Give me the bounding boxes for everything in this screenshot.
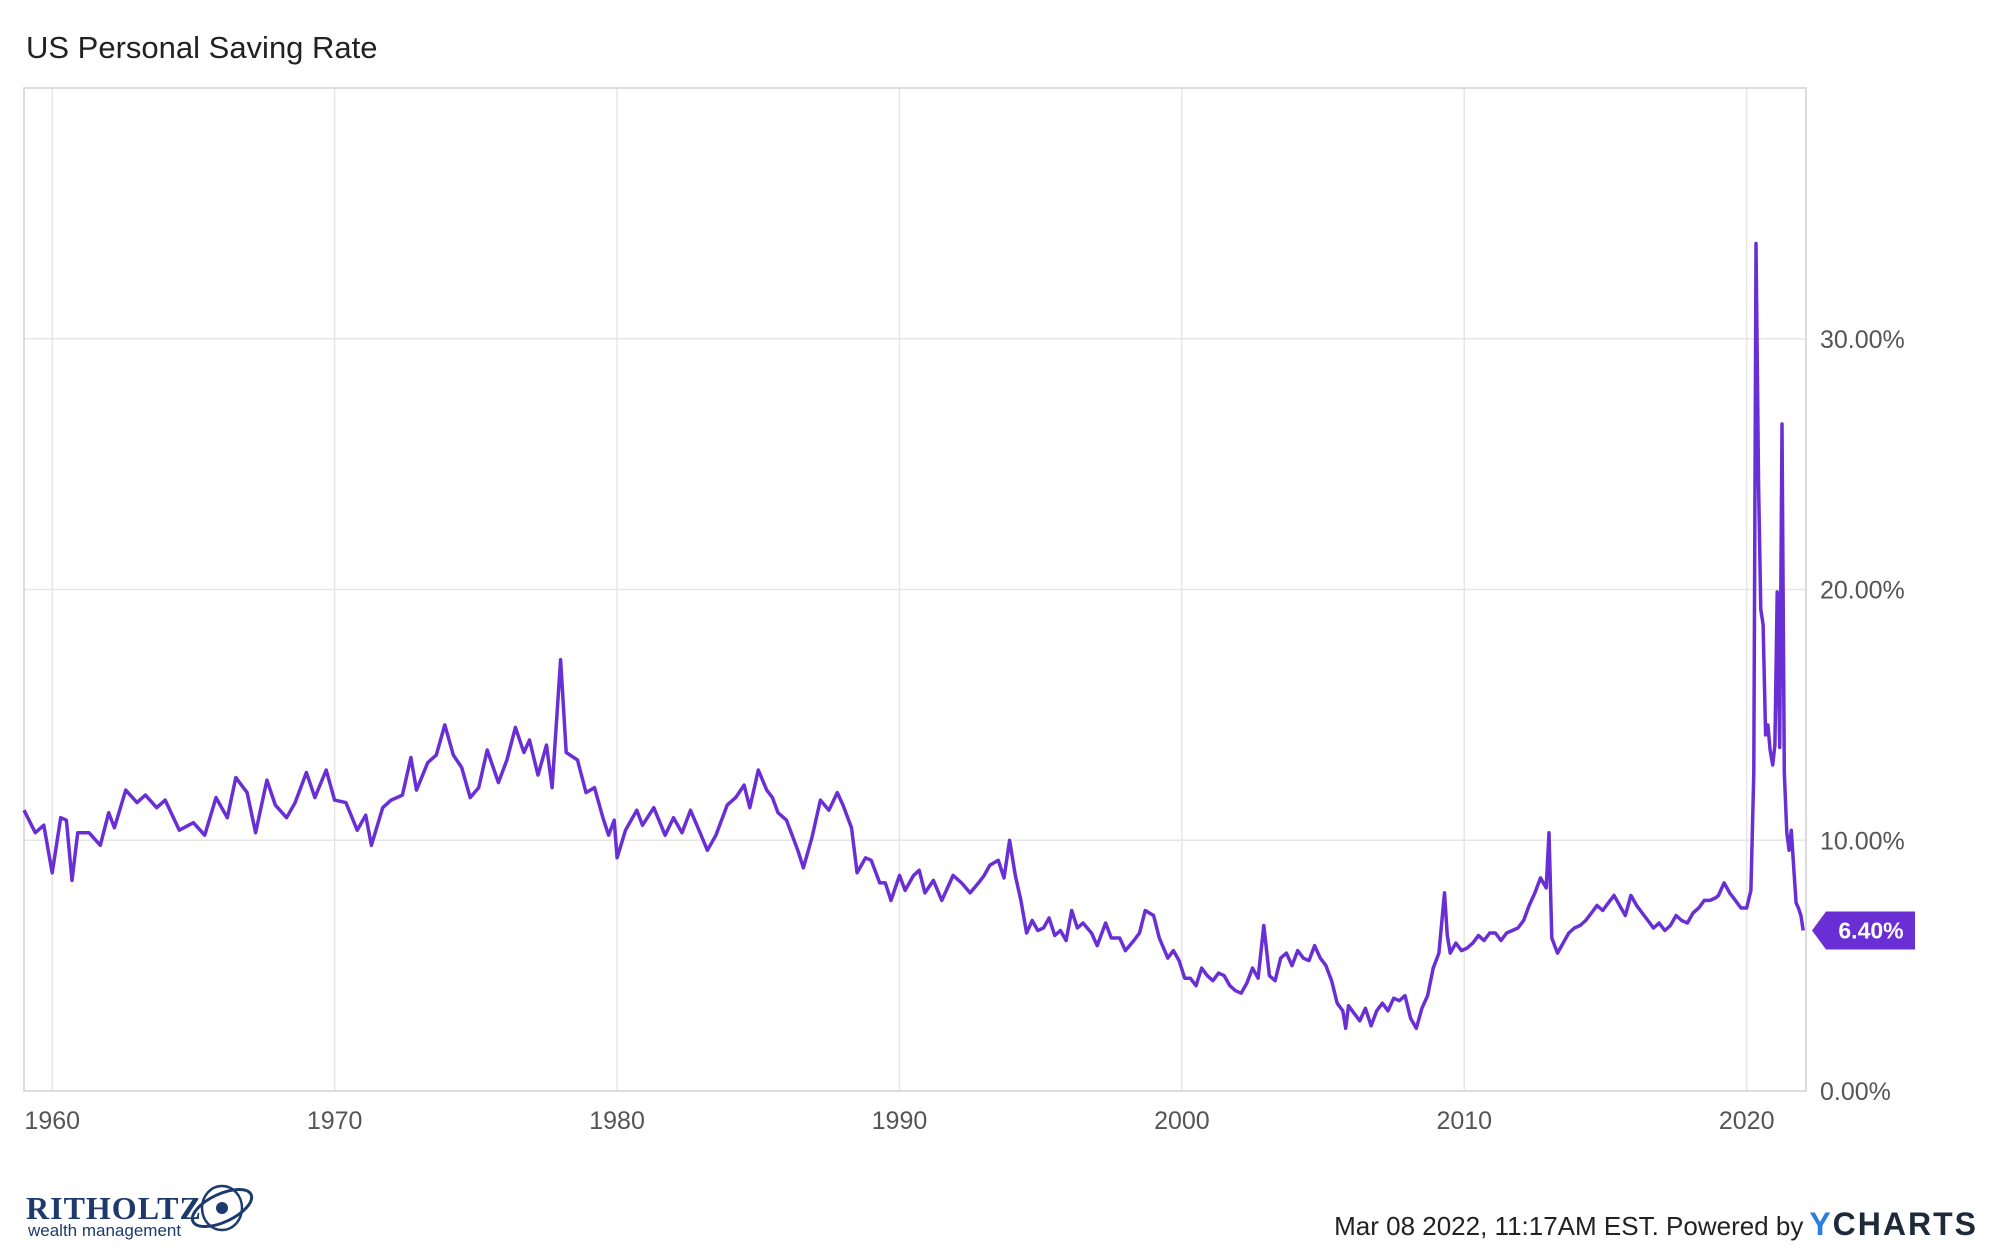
grid-layer — [24, 88, 1806, 1091]
last-value-badge: 6.40% — [1812, 911, 1915, 950]
value-badge-layer: 6.40% — [1812, 911, 1915, 950]
footer-timestamp: Mar 08 2022, 11:17AM EST. Powered by — [1334, 1211, 1804, 1241]
plot-area-border — [23, 87, 1807, 1092]
x-tick-label: 1990 — [872, 1107, 928, 1135]
x-tick-label: 1960 — [24, 1107, 80, 1135]
ycharts-logo-text: CHARTS — [1832, 1206, 1978, 1242]
x-tick-label: 1970 — [307, 1107, 363, 1135]
x-tick-label: 2020 — [1719, 1107, 1775, 1135]
logo-wordmark: RITHOLTZ — [26, 1190, 202, 1226]
last-value-label: 6.40% — [1838, 918, 1903, 944]
logo-tagline: wealth management — [28, 1221, 182, 1240]
ycharts-logo-y: Y — [1809, 1206, 1833, 1242]
x-tick-label: 1980 — [589, 1107, 645, 1135]
y-tick-label: 10.00% — [1820, 827, 1905, 855]
chart-footer: Mar 08 2022, 11:17AM EST. Powered by YCHA… — [1334, 1206, 1978, 1243]
y-tick-label: 20.00% — [1820, 577, 1905, 605]
series-line[interactable] — [22, 241, 1805, 1031]
x-tick-label: 2010 — [1436, 1107, 1492, 1135]
logo-emblem-icon — [190, 1184, 254, 1232]
ycharts-logo[interactable]: YCHARTS — [1809, 1206, 1978, 1242]
last-value-badge-shape — [1812, 911, 1915, 950]
series-layer — [22, 241, 1805, 1031]
tick-label-layer: 1960 1970 1980 1990 2000 2010 2020 0.00% 10.00% 2… — [24, 326, 1904, 1135]
ritholtz-logo: RITHOLTZ wealth management — [26, 1180, 256, 1240]
chart-title: US Personal Saving Rate — [26, 30, 378, 65]
x-tick-label: 2000 — [1154, 1107, 1210, 1135]
y-tick-label: 0.00% — [1820, 1078, 1891, 1106]
y-tick-label: 30.00% — [1820, 326, 1905, 354]
